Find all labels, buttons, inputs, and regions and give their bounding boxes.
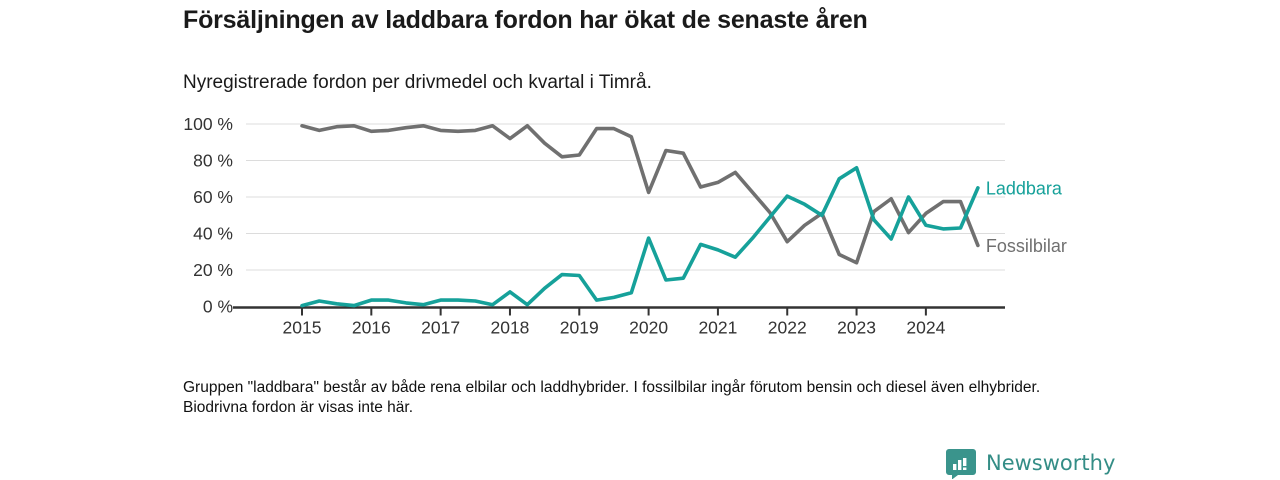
y-axis-tick-label: 80 % (193, 151, 233, 171)
x-axis-tick-label: 2023 (837, 318, 876, 338)
y-axis-tick-label: 60 % (193, 187, 233, 207)
newsworthy-logo: Newsworthy (945, 446, 1115, 479)
x-axis-tick-label: 2016 (352, 318, 391, 338)
y-axis-tick-label: 20 % (193, 260, 233, 280)
x-axis-tick-label: 2020 (629, 318, 668, 338)
footnote: Gruppen "laddbara" består av både rena e… (183, 379, 1041, 417)
logo-text: Newsworthy (986, 450, 1116, 475)
chart-subtitle: Nyregistrerade fordon per drivmedel och … (183, 72, 652, 93)
x-axis-tick-label: 2022 (768, 318, 807, 338)
y-axis-tick-label: 0 % (203, 297, 233, 317)
x-axis-tick-label: 2019 (560, 318, 599, 338)
series-line-laddbara (300, 166, 980, 308)
x-axis-tick-label: 2018 (490, 318, 529, 338)
series-label-fossilbilar: Fossilbilar (986, 236, 1067, 256)
x-axis-tick-label: 2015 (283, 318, 322, 338)
page-title: Försäljningen av laddbara fordon har öka… (183, 6, 868, 34)
x-axis-tick-label: 2024 (906, 318, 945, 338)
y-axis-tick-label: 100 % (183, 114, 233, 134)
series-label-laddbara: Laddbara (986, 178, 1063, 198)
bar-chart-bubble-icon (946, 449, 976, 479)
series-line-fossilbilar (300, 124, 980, 265)
y-axis-tick-label: 40 % (193, 224, 233, 244)
x-axis-tick-label: 2017 (421, 318, 460, 338)
x-axis-tick-label: 2021 (698, 318, 737, 338)
